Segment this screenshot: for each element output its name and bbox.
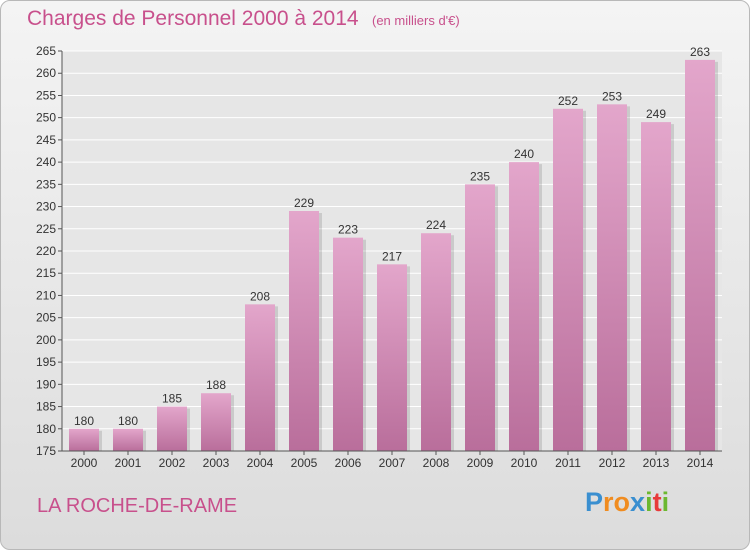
- place-name: LA ROCHE-DE-RAME: [37, 495, 238, 517]
- data-label: 180: [74, 414, 94, 428]
- x-tick-label: 2010: [511, 456, 538, 470]
- x-tick-label: 2013: [643, 456, 670, 470]
- x-tick-label: 2002: [159, 456, 186, 470]
- bar: [289, 211, 319, 451]
- x-tick-label: 2012: [599, 456, 626, 470]
- x-tick-label: 2009: [467, 456, 494, 470]
- data-label: 180: [118, 414, 138, 428]
- x-tick-label: 2014: [687, 456, 714, 470]
- data-label: 253: [602, 89, 622, 103]
- data-label: 240: [514, 147, 534, 161]
- y-tick-label: 255: [36, 88, 56, 102]
- y-tick-label: 225: [36, 222, 56, 236]
- x-tick-label: 2000: [71, 456, 98, 470]
- data-label: 223: [338, 223, 358, 237]
- bar: [377, 264, 407, 451]
- bar: [509, 162, 539, 451]
- x-tick-label: 2003: [203, 456, 230, 470]
- y-tick-label: 235: [36, 177, 56, 191]
- y-tick-label: 185: [36, 400, 56, 414]
- bar: [685, 59, 715, 452]
- data-label: 235: [470, 169, 490, 183]
- logo-letter: P: [585, 487, 604, 517]
- y-axis: 175 180 185 190 195 200 205 210 215 220 225 230 235 2…: [36, 44, 63, 458]
- bar: [553, 108, 583, 452]
- data-label: 208: [250, 289, 270, 303]
- bar: [333, 237, 363, 451]
- bar: [421, 233, 451, 451]
- bar: [201, 393, 231, 451]
- logo-letter: i: [661, 487, 670, 517]
- x-tick-label: 2011: [555, 456, 581, 470]
- data-label: 185: [162, 392, 182, 406]
- x-tick-label: 2004: [247, 456, 274, 470]
- data-label: 224: [426, 218, 446, 232]
- data-label: 263: [690, 45, 710, 59]
- y-tick-label: 265: [36, 44, 56, 58]
- bar: [597, 104, 627, 451]
- data-label: 217: [382, 249, 402, 263]
- bar: [641, 122, 671, 451]
- data-label: 229: [294, 196, 314, 210]
- logo-letter: x: [630, 487, 646, 517]
- y-tick-label: 195: [36, 355, 56, 369]
- x-tick-label: 2006: [335, 456, 362, 470]
- x-tick-label: 2005: [291, 456, 318, 470]
- data-label: 188: [206, 378, 226, 392]
- data-labels: 180 180 185 188 208 229 223 217 224 235 240 252 253 2…: [74, 45, 710, 428]
- x-tick-label: 2007: [379, 456, 406, 470]
- y-tick-label: 175: [36, 444, 56, 458]
- bar: [69, 428, 99, 451]
- y-tick-label: 230: [36, 200, 56, 214]
- logo-letter: t: [652, 487, 662, 517]
- data-label: 249: [646, 107, 666, 121]
- y-tick-label: 250: [36, 111, 56, 125]
- x-tick-label: 2001: [115, 456, 142, 470]
- bar: [465, 184, 495, 452]
- y-tick-label: 245: [36, 133, 56, 147]
- y-tick-label: 200: [36, 333, 56, 347]
- y-tick-label: 215: [36, 266, 56, 280]
- bar: [157, 406, 187, 451]
- data-label: 252: [558, 94, 578, 108]
- y-tick-label: 220: [36, 244, 56, 258]
- y-tick-label: 180: [36, 422, 56, 436]
- y-tick-label: 210: [36, 288, 56, 302]
- y-tick-label: 260: [36, 66, 56, 80]
- logo-letter: i: [645, 487, 653, 517]
- proxiti-logo[interactable]: Proxiti: [585, 487, 669, 518]
- y-tick-label: 190: [36, 377, 56, 391]
- y-tick-label: 205: [36, 311, 56, 325]
- y-tick-label: 240: [36, 155, 56, 169]
- chart-title: Charges de Personnel 2000 à 2014: [27, 7, 359, 30]
- chart-subtitle: (en milliers d'€): [372, 13, 460, 28]
- logo-letter: r: [603, 487, 614, 517]
- bar: [113, 428, 143, 451]
- x-axis: 2000 2001 2002 2003 2004 2005 2006 2007 2008 2009…: [62, 450, 722, 470]
- bar: [245, 304, 275, 451]
- logo-letter: o: [613, 487, 631, 517]
- bars: [69, 59, 718, 452]
- x-tick-label: 2008: [423, 456, 450, 470]
